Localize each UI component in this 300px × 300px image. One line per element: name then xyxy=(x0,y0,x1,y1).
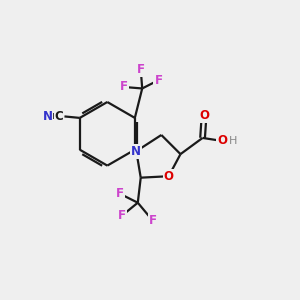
Text: O: O xyxy=(164,170,174,183)
Text: F: F xyxy=(154,74,162,87)
Text: F: F xyxy=(120,80,128,94)
Text: F: F xyxy=(137,63,145,76)
Text: F: F xyxy=(116,188,124,200)
Text: N: N xyxy=(42,110,52,123)
Text: N: N xyxy=(131,145,141,158)
Text: H: H xyxy=(229,136,237,146)
Text: O: O xyxy=(217,134,227,147)
Text: C: C xyxy=(55,110,64,123)
Text: F: F xyxy=(118,209,126,223)
Text: O: O xyxy=(199,109,209,122)
Text: F: F xyxy=(148,214,157,227)
